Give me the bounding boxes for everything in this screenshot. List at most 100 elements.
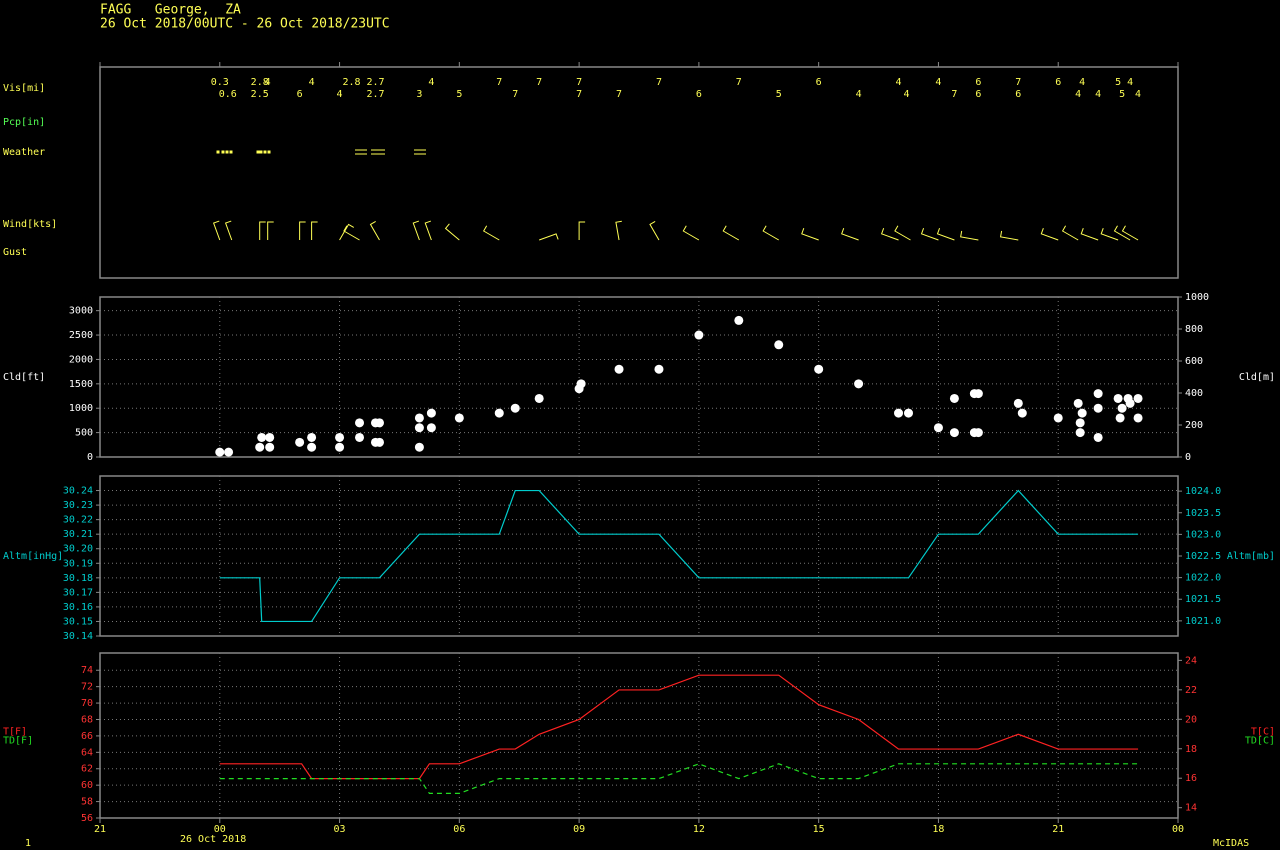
cloud-point xyxy=(295,437,305,447)
cloud-point xyxy=(265,442,275,452)
cloud-point xyxy=(1117,403,1127,413)
y-tick-label: 70 xyxy=(81,698,93,709)
cloud-point xyxy=(414,423,424,433)
cloud-point xyxy=(894,408,904,418)
cloud-point xyxy=(414,442,424,452)
wind-barb xyxy=(894,225,911,241)
cloud-point xyxy=(426,423,436,433)
visibility-value: 2.7 xyxy=(366,89,384,100)
x-tick-label: 15 xyxy=(813,824,825,835)
x-tick-label: 00 xyxy=(214,824,226,835)
wind-barb xyxy=(369,220,380,241)
y-tick-label: 30.24 xyxy=(63,486,93,497)
y-axis-label: TD[F] xyxy=(3,736,33,747)
y2-tick-label: 800 xyxy=(1185,324,1203,335)
wind-barb xyxy=(224,220,233,241)
y-tick-label: 2500 xyxy=(69,330,93,341)
cloud-point xyxy=(1013,398,1023,408)
row-label: Wind[kts] xyxy=(3,219,57,230)
visibility-value: 4 xyxy=(1127,77,1133,88)
visibility-value: 2.5 xyxy=(251,89,269,100)
wind-barb xyxy=(424,220,432,241)
cloud-point xyxy=(904,408,913,418)
panel-frame xyxy=(99,296,1179,458)
visibility-value: 2.7 xyxy=(366,77,384,88)
cloud-point xyxy=(265,432,275,442)
wind-barb xyxy=(339,223,355,241)
cloud-point xyxy=(1093,432,1103,442)
y-tick-label: 66 xyxy=(81,731,93,742)
x-tick-label: 18 xyxy=(932,824,944,835)
wind-barb xyxy=(212,220,221,241)
visibility-value: 4 xyxy=(903,89,909,100)
visibility-value: 7 xyxy=(536,77,542,88)
visibility-value: 5 xyxy=(456,89,462,100)
cloud-point xyxy=(1053,413,1063,423)
cloud-point xyxy=(1017,408,1027,418)
y2-tick-label: 18 xyxy=(1185,744,1197,755)
y-tick-label: 3000 xyxy=(69,306,93,317)
x-tick-label: 12 xyxy=(693,824,705,835)
cloud-point xyxy=(1133,413,1143,423)
cloud-point xyxy=(1073,398,1083,408)
wind-barb xyxy=(801,228,819,241)
y-tick-label: 62 xyxy=(81,764,93,775)
visibility-value: 7 xyxy=(656,77,662,88)
visibility-value: 4 xyxy=(428,77,434,88)
wind-barb xyxy=(1040,228,1059,241)
y2-axis-label: TD[C] xyxy=(1245,736,1275,747)
wind-barb xyxy=(615,220,622,241)
y-tick-label: 30.15 xyxy=(63,616,93,627)
row-label: Vis[mi] xyxy=(3,83,45,94)
wind-barb xyxy=(936,228,955,241)
visibility-value: 6 xyxy=(696,89,702,100)
time-range: 26 Oct 2018/00UTC - 26 Oct 2018/23UTC xyxy=(100,17,390,32)
cloud-point xyxy=(854,379,864,389)
cloud-point xyxy=(1123,393,1133,403)
wind-barb xyxy=(960,230,979,241)
cloud-point xyxy=(255,442,265,452)
visibility-value: 5 xyxy=(776,89,782,100)
y-tick-label: 30.21 xyxy=(63,529,93,540)
visibility-value: 4 xyxy=(856,89,862,100)
cloud-point xyxy=(257,432,267,442)
row-label: Gust xyxy=(3,247,27,258)
y2-tick-label: 400 xyxy=(1185,388,1203,399)
station-title: FAGG George, ZA xyxy=(100,3,241,18)
y-tick-label: 30.19 xyxy=(63,558,93,569)
y-tick-label: 30.23 xyxy=(63,500,93,511)
visibility-value: 7 xyxy=(512,89,518,100)
wind-barb xyxy=(1113,225,1131,241)
cloud-point xyxy=(1133,393,1143,403)
cloud-point xyxy=(1077,408,1087,418)
y2-tick-label: 0 xyxy=(1185,452,1191,463)
wind-barb xyxy=(999,230,1019,241)
visibility-value: 7 xyxy=(951,89,957,100)
cloud-point xyxy=(1093,403,1103,413)
cloud-point xyxy=(307,432,317,442)
visibility-value: 7 xyxy=(576,77,582,88)
x-tick-label: 03 xyxy=(334,824,346,835)
wind-barb xyxy=(1061,225,1079,241)
panel-frame xyxy=(99,66,1179,279)
cloud-point xyxy=(949,428,959,438)
y-tick-label: 60 xyxy=(81,780,93,791)
software-label: McIDAS xyxy=(1213,838,1249,849)
x-tick-label: 00 xyxy=(1172,824,1184,835)
y-tick-label: 30.18 xyxy=(63,573,93,584)
row-label: Pcp[in] xyxy=(3,117,45,128)
visibility-value: 6 xyxy=(1015,89,1021,100)
wind-barb xyxy=(299,221,306,240)
y2-tick-label: 16 xyxy=(1185,773,1197,784)
visibility-value: 6 xyxy=(975,89,981,100)
y-tick-label: 68 xyxy=(81,714,93,725)
y2-tick-label: 1021.0 xyxy=(1185,616,1221,627)
cloud-point xyxy=(224,447,234,457)
y2-tick-label: 200 xyxy=(1185,420,1203,431)
cloud-point xyxy=(774,340,784,350)
y2-tick-label: 1024.0 xyxy=(1185,486,1221,497)
cloud-point xyxy=(614,364,624,374)
y2-tick-label: 1022.0 xyxy=(1185,573,1221,584)
y-tick-label: 56 xyxy=(81,813,93,824)
